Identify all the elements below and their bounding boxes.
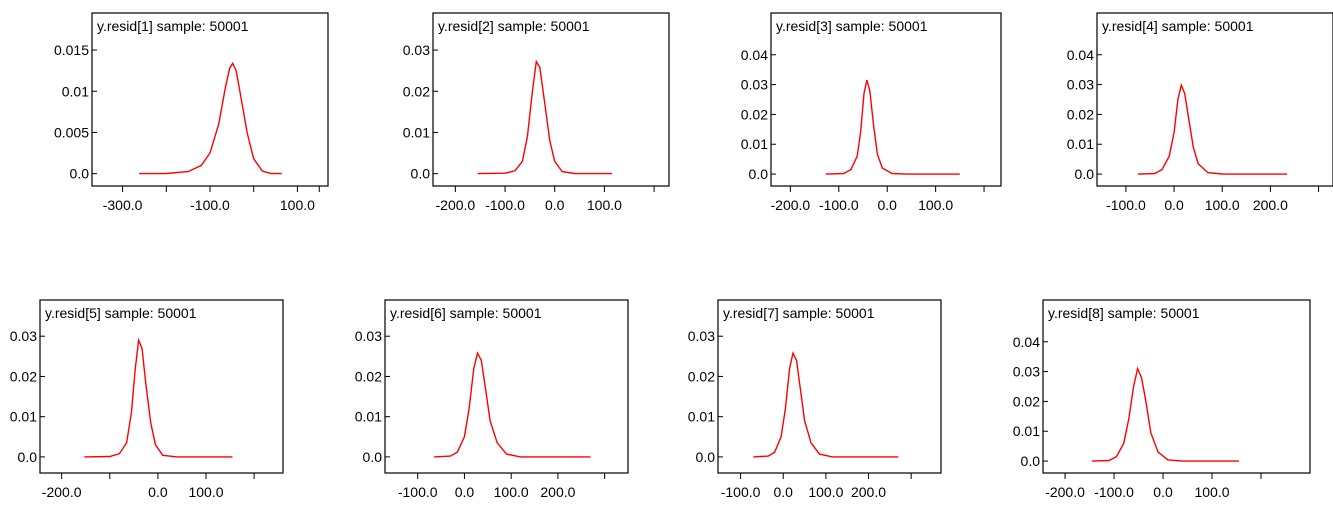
y-tick-label: 0.03 bbox=[403, 42, 430, 58]
y-tick-label: 0.04 bbox=[1013, 334, 1040, 350]
x-tick-label: 100.0 bbox=[188, 484, 223, 500]
x-tick-label: 100.0 bbox=[280, 197, 315, 213]
x-tick-label: 0.0 bbox=[1153, 484, 1173, 500]
y-tick-label: 0.03 bbox=[10, 328, 37, 344]
plot-frame bbox=[770, 12, 1002, 187]
y-tick-label: 0.02 bbox=[403, 83, 430, 99]
y-tick-label: 0.03 bbox=[1013, 364, 1040, 380]
x-tick-label: -200.0 bbox=[771, 197, 811, 213]
y-tick-label: 0.0 bbox=[18, 449, 38, 465]
x-tick-label: 100.0 bbox=[1205, 197, 1240, 213]
y-tick-label: 0.03 bbox=[741, 77, 768, 93]
density-curve bbox=[1091, 366, 1239, 462]
y-tick-label: 0.02 bbox=[355, 368, 382, 384]
density-panel: y.resid[7] sample: 50001 0.0 0.01 0.02 0.03 -… bbox=[688, 299, 942, 500]
panel-title: y.resid[8] sample: 50001 bbox=[1048, 305, 1200, 321]
panel-title: y.resid[7] sample: 50001 bbox=[723, 305, 875, 321]
density-curve bbox=[139, 61, 282, 175]
panel-title: y.resid[6] sample: 50001 bbox=[390, 305, 542, 321]
density-panel: y.resid[3] sample: 50001 0.0 0.01 0.02 0.03 0… bbox=[741, 12, 1002, 213]
y-tick-label: 0.03 bbox=[688, 328, 715, 344]
x-tick-label: 0.0 bbox=[545, 197, 565, 213]
x-tick-label: 0.0 bbox=[148, 484, 168, 500]
x-tick-label: 200.0 bbox=[540, 484, 575, 500]
x-tick-label: -100.0 bbox=[1106, 197, 1146, 213]
x-tick-label: 0.0 bbox=[455, 484, 475, 500]
x-tick-label: 0.0 bbox=[1164, 197, 1184, 213]
y-tick-label: 0.02 bbox=[741, 106, 768, 122]
panel-title: y.resid[4] sample: 50001 bbox=[1102, 18, 1254, 34]
x-tick-label: -100.0 bbox=[721, 484, 761, 500]
x-tick-label: 100.0 bbox=[1194, 484, 1229, 500]
density-curve bbox=[753, 350, 899, 458]
plot-frame bbox=[39, 299, 284, 474]
x-tick-label: -200.0 bbox=[1045, 484, 1085, 500]
y-tick-label: 0.03 bbox=[355, 328, 382, 344]
y-tick-label: 0.0 bbox=[411, 166, 431, 182]
y-tick-label: 0.02 bbox=[10, 368, 37, 384]
density-panel: y.resid[4] sample: 50001 0.0 0.01 0.02 0.03 0… bbox=[1067, 12, 1333, 213]
y-tick-label: 0.01 bbox=[1067, 136, 1094, 152]
plot-frame bbox=[1096, 12, 1333, 187]
x-tick-label: -200.0 bbox=[436, 197, 476, 213]
y-tick-label: 0.04 bbox=[1067, 47, 1094, 63]
x-tick-label: 0.0 bbox=[877, 197, 897, 213]
y-tick-label: 0.01 bbox=[355, 409, 382, 425]
x-tick-label: -100.0 bbox=[485, 197, 525, 213]
plot-frame bbox=[432, 12, 670, 187]
y-tick-label: 0.01 bbox=[741, 136, 768, 152]
x-tick-label: -100.0 bbox=[398, 484, 438, 500]
density-curve bbox=[825, 79, 960, 175]
y-tick-label: 0.01 bbox=[688, 409, 715, 425]
x-tick-label: 0.0 bbox=[774, 484, 794, 500]
density-panel: y.resid[6] sample: 50001 0.0 0.01 0.02 0.03 -… bbox=[355, 299, 629, 500]
y-tick-label: 0.01 bbox=[403, 124, 430, 140]
y-tick-label: 0.02 bbox=[688, 368, 715, 384]
density-curve bbox=[477, 59, 612, 175]
x-tick-label: -300.0 bbox=[103, 197, 143, 213]
x-tick-label: 200.0 bbox=[1253, 197, 1288, 213]
y-tick-label: 0.01 bbox=[10, 409, 37, 425]
y-tick-label: 0.03 bbox=[1067, 77, 1094, 93]
y-tick-label: 0.0 bbox=[363, 449, 383, 465]
y-tick-label: 0.0 bbox=[696, 449, 716, 465]
x-tick-label: 100.0 bbox=[587, 197, 622, 213]
y-tick-label: 0.0 bbox=[1075, 166, 1095, 182]
density-curve bbox=[84, 337, 233, 458]
panel-title: y.resid[2] sample: 50001 bbox=[438, 18, 590, 34]
density-panel: y.resid[1] sample: 50001 0.0 0.005 0.01 0.01… bbox=[54, 12, 329, 213]
density-curve bbox=[1137, 82, 1288, 175]
density-panel: y.resid[5] sample: 50001 0.0 0.01 0.02 0.03 -… bbox=[10, 299, 284, 500]
x-tick-label: -100.0 bbox=[190, 197, 230, 213]
x-tick-label: 200.0 bbox=[851, 484, 886, 500]
panel-title: y.resid[1] sample: 50001 bbox=[97, 18, 249, 34]
plot-frame bbox=[384, 299, 629, 474]
density-curve bbox=[434, 351, 591, 458]
x-tick-label: -100.0 bbox=[819, 197, 859, 213]
plot-frame bbox=[717, 299, 942, 474]
x-tick-label: -200.0 bbox=[42, 484, 82, 500]
x-tick-label: 100.0 bbox=[918, 197, 953, 213]
y-tick-label: 0.01 bbox=[62, 83, 89, 99]
y-tick-label: 0.01 bbox=[1013, 423, 1040, 439]
y-tick-label: 0.02 bbox=[1013, 393, 1040, 409]
density-panel: y.resid[8] sample: 50001 0.0 0.01 0.02 0.03 0… bbox=[1013, 299, 1311, 500]
panel-title: y.resid[3] sample: 50001 bbox=[776, 18, 928, 34]
x-tick-label: -100.0 bbox=[1094, 484, 1134, 500]
x-tick-label: 100.0 bbox=[808, 484, 843, 500]
y-tick-label: 0.0 bbox=[1021, 453, 1041, 469]
plot-frame bbox=[1042, 299, 1311, 474]
x-tick-label: 100.0 bbox=[494, 484, 529, 500]
panel-title: y.resid[5] sample: 50001 bbox=[45, 305, 197, 321]
y-tick-label: 0.0 bbox=[70, 166, 90, 182]
y-tick-label: 0.04 bbox=[741, 47, 768, 63]
y-tick-label: 0.02 bbox=[1067, 106, 1094, 122]
y-tick-label: 0.015 bbox=[54, 42, 89, 58]
y-tick-label: 0.0 bbox=[749, 166, 769, 182]
y-tick-label: 0.005 bbox=[54, 124, 89, 140]
plot-frame bbox=[91, 12, 329, 187]
density-panel: y.resid[2] sample: 50001 0.0 0.01 0.02 0.03 -… bbox=[403, 12, 670, 213]
